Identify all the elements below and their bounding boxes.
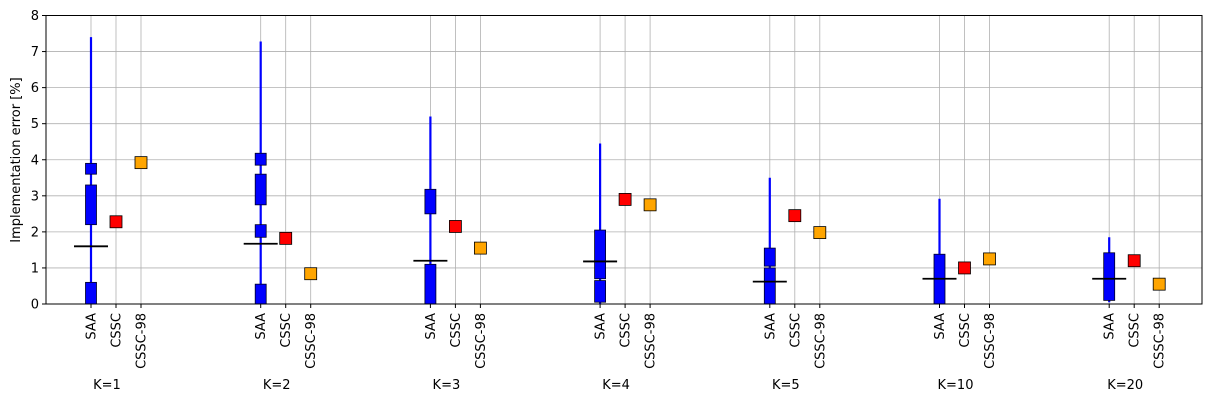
x-tick-label-cssc: CSSC <box>449 313 464 348</box>
saa-box <box>1103 252 1116 301</box>
x-tick-label-saa: SAA <box>424 313 439 340</box>
y-tick-label: 4 <box>31 153 39 168</box>
x-tick-label-cssc: CSSC <box>958 313 973 348</box>
group-label: K=4 <box>602 378 630 393</box>
group-label: K=1 <box>93 378 121 393</box>
saa-box <box>763 267 776 305</box>
cssc-marker <box>958 261 971 275</box>
x-tick-label-cssc-98: CSSC-98 <box>1153 313 1168 369</box>
cssc-marker <box>1127 254 1141 268</box>
x-tick-label-cssc: CSSC <box>788 313 803 348</box>
y-tick-label: 6 <box>31 81 39 96</box>
y-tick-label: 2 <box>31 225 39 240</box>
y-axis-label: Implementation error [%] <box>9 77 24 242</box>
x-tick-label-cssc: CSSC <box>619 313 634 348</box>
group-label: K=20 <box>1107 378 1143 393</box>
cssc98-marker <box>983 252 996 266</box>
x-tick-label-cssc-98: CSSC-98 <box>304 313 319 369</box>
saa-box <box>254 173 267 206</box>
saa-box <box>763 247 776 267</box>
cssc-marker <box>788 209 802 223</box>
saa-box <box>254 152 267 166</box>
cssc-marker <box>448 220 462 233</box>
y-tick-label: 5 <box>31 117 39 132</box>
x-tick-label-cssc-98: CSSC-98 <box>813 313 828 369</box>
y-tick-label: 1 <box>31 261 39 276</box>
y-tick-label: 3 <box>31 189 39 204</box>
x-tick-label-saa: SAA <box>763 313 778 340</box>
saa-box <box>594 280 606 303</box>
x-tick-label-saa: SAA <box>254 313 269 340</box>
y-tick-label: 0 <box>31 298 39 313</box>
grid-lines <box>46 15 1202 304</box>
x-tick-label-cssc-98: CSSC-98 <box>474 313 489 369</box>
cssc98-marker <box>304 267 318 281</box>
x-tick-label-cssc: CSSC <box>279 313 294 348</box>
group-label: K=3 <box>433 378 461 393</box>
cssc-marker <box>618 193 632 206</box>
y-axis-ticks: 0 1 2 3 4 5 6 7 8 <box>31 9 46 313</box>
chart-marks <box>74 37 1166 305</box>
x-tick-label-saa: SAA <box>85 313 100 340</box>
saa-box <box>85 184 97 226</box>
saa-box <box>424 188 437 215</box>
x-tick-label-saa: SAA <box>594 313 609 340</box>
cssc-marker <box>279 231 293 245</box>
cssc-marker <box>109 215 123 229</box>
x-tick-label-saa: SAA <box>1103 313 1118 340</box>
cssc98-marker <box>473 241 487 255</box>
x-tick-label-cssc-98: CSSC-98 <box>644 313 659 369</box>
group-label: K=10 <box>938 378 974 393</box>
saa-box <box>254 283 267 305</box>
cssc98-marker <box>1152 277 1166 291</box>
saa-box <box>424 263 437 305</box>
group-label: K=5 <box>772 378 800 393</box>
saa-box <box>85 281 97 305</box>
cssc98-marker <box>813 226 827 239</box>
x-tick-label-saa: SAA <box>933 313 948 340</box>
x-tick-label-cssc-98: CSSC-98 <box>135 313 150 369</box>
cssc98-marker <box>643 198 657 212</box>
saa-box <box>85 162 97 175</box>
saa-box <box>594 229 606 280</box>
x-axis-ticks: SAA CSSC CSSC-98 K=1 SAA CSSC CSSC-98 K=2 SAA CSS… <box>85 304 1168 393</box>
saa-box <box>254 224 267 238</box>
y-tick-label: 8 <box>31 9 39 24</box>
y-tick-label: 7 <box>31 45 39 60</box>
cssc98-marker <box>134 156 148 170</box>
group-label: K=2 <box>263 378 291 393</box>
x-tick-label-cssc: CSSC <box>1128 313 1143 348</box>
x-tick-label-cssc: CSSC <box>110 313 125 348</box>
x-tick-label-cssc-98: CSSC-98 <box>983 313 998 369</box>
